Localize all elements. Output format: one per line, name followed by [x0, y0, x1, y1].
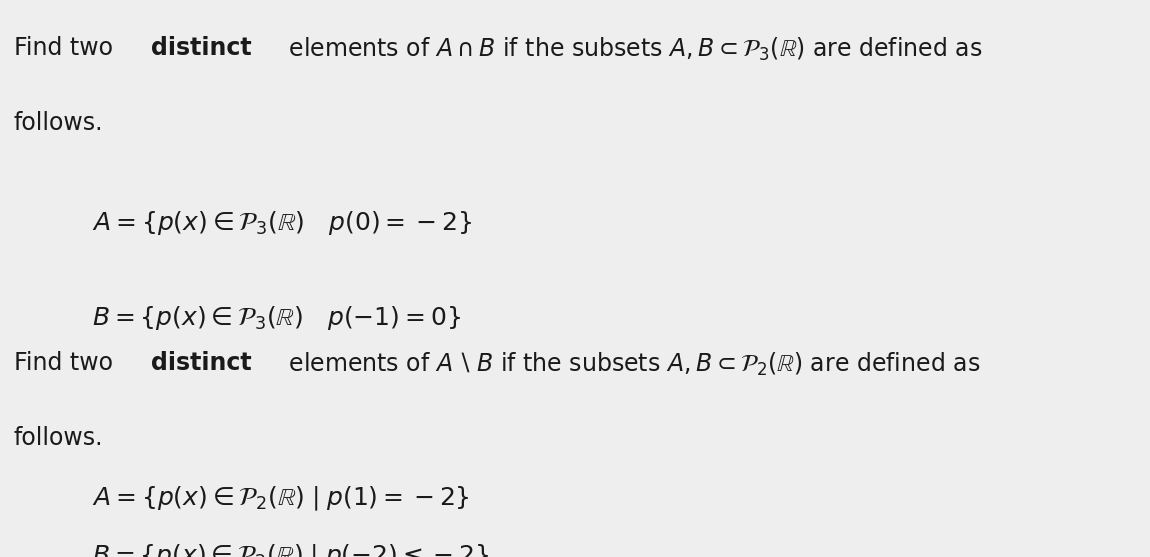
Text: $A = \{p(x) \in \mathcal{P}_2(\mathbb{R}) \mid p(1) = -2\}$: $A = \{p(x) \in \mathcal{P}_2(\mathbb{R}… [92, 485, 469, 513]
Text: elements of $A \cap B$ if the subsets $A, B \subset \mathcal{P}_3(\mathbb{R})$ a: elements of $A \cap B$ if the subsets $A… [281, 36, 982, 63]
Text: Find two: Find two [14, 351, 121, 375]
Text: elements of $A \setminus B$ if the subsets $A, B \subset \mathcal{P}_2(\mathbb{R: elements of $A \setminus B$ if the subse… [281, 351, 980, 378]
Text: distinct: distinct [151, 36, 252, 60]
Text: Find two: Find two [14, 36, 121, 60]
Text: distinct: distinct [151, 351, 252, 375]
Text: $B = \{p(x) \in \mathcal{P}_3(\mathbb{R}) \quad p(-1) = 0\}$: $B = \{p(x) \in \mathcal{P}_3(\mathbb{R}… [92, 304, 461, 331]
Text: follows.: follows. [14, 111, 104, 135]
Text: $B = \{p(x) \in \mathcal{P}_2(\mathbb{R}) \mid p(-2) \leq -2\}$: $B = \{p(x) \in \mathcal{P}_2(\mathbb{R}… [92, 543, 490, 557]
Text: follows.: follows. [14, 426, 104, 450]
Text: $A = \{p(x) \in \mathcal{P}_3(\mathbb{R}) \quad p(0) = -2\}$: $A = \{p(x) \in \mathcal{P}_3(\mathbb{R}… [92, 209, 471, 237]
